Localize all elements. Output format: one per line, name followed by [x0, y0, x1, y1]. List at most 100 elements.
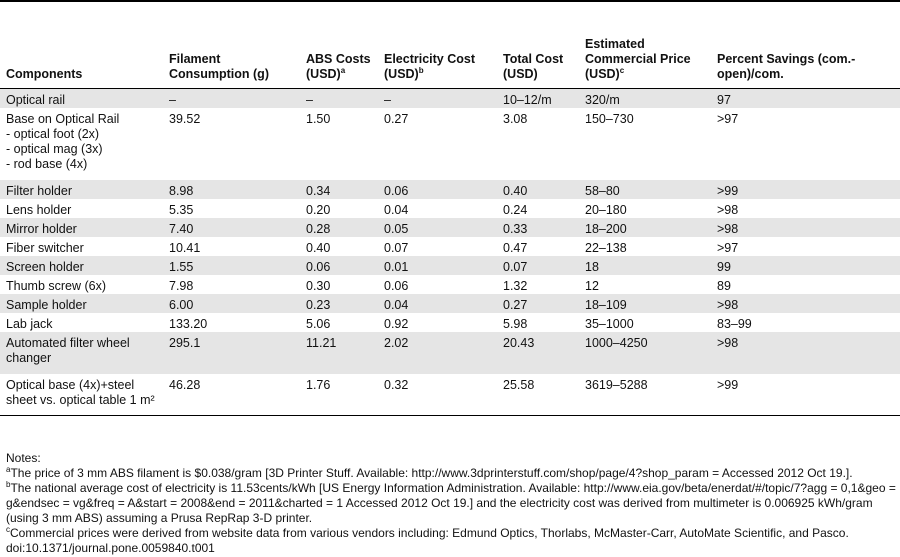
component-name: Screen holder	[6, 259, 84, 274]
electricity-cell: 0.04	[378, 293, 497, 313]
component-cell: Thumb screw (6x)	[0, 275, 163, 294]
notes-heading: Notes:	[6, 451, 41, 465]
component-name: Optical rail	[6, 92, 66, 107]
electricity-cell: 0.06	[384, 278, 409, 293]
electricity-cell: 0.27	[384, 111, 409, 126]
abs-cell: 0.28	[300, 217, 378, 237]
footnote-marker: a	[6, 465, 11, 474]
abs-cell: 0.20	[306, 202, 331, 217]
table-row: Screen holder 1.55 0.06 0.01 0.07 18 99	[0, 255, 900, 275]
column-header-label: Electricity Cost (USD)	[384, 51, 476, 81]
component-subitem: - optical foot (2x)	[6, 126, 100, 141]
total-cell: 0.47	[503, 240, 528, 255]
footnote-text: The price of 3 mm ABS filament is $0.038…	[10, 466, 853, 480]
component-name: Automated filter wheel changer	[6, 335, 130, 365]
abs-cell: 0.23	[300, 293, 378, 313]
abs-cell: 5.06	[306, 316, 331, 331]
table-row: Filter holder 8.98 0.34 0.06 0.40 58–80 >99	[0, 179, 900, 199]
table-body: Optical rail – – –10–12/m 320/m 97 Base on Opt…	[0, 88, 900, 416]
abs-cell: 0.30	[306, 278, 331, 293]
commercial-cell: 35–1000	[585, 316, 634, 331]
electricity-cell: 0.07	[384, 240, 409, 255]
abs-cell: 0.34	[300, 179, 378, 199]
savings-cell: >98	[711, 293, 900, 313]
filament-cell: 39.52	[169, 111, 201, 126]
component-cell: Lens holder	[0, 199, 163, 218]
abs-cell: 0.06	[300, 255, 378, 275]
total-cell: 3.08	[503, 111, 528, 126]
component-name: Lab jack	[6, 316, 53, 331]
savings-cell: >98	[711, 331, 900, 374]
commercial-cell: 20–180	[585, 202, 627, 217]
column-header: ABS Costs (USD)a	[300, 30, 378, 89]
savings-cell: >98	[717, 202, 739, 217]
savings-cell: >99	[711, 179, 900, 199]
electricity-cell: 0.01	[378, 255, 497, 275]
abs-cell: –	[300, 88, 378, 108]
component-cell: Optical rail	[0, 88, 163, 108]
commercial-cell: 320/m	[579, 88, 711, 108]
column-header: Filament Consumption (g)	[163, 30, 300, 89]
component-cell: Filter holder	[0, 179, 163, 199]
abs-cell: 1.76	[300, 373, 378, 416]
filament-cell: 295.1	[163, 331, 300, 374]
filament-cell: –	[163, 88, 300, 108]
total-cell: 0.24	[503, 202, 528, 217]
column-header: Total Cost (USD)	[497, 30, 579, 89]
column-header: Estimated Commercial Price (USD)c	[579, 30, 711, 89]
savings-cell: 97	[711, 88, 900, 108]
commercial-cell: 58–80	[579, 179, 711, 199]
commercial-cell: 1000–4250	[579, 331, 711, 374]
component-subitem: - rod base (4x)	[6, 156, 88, 171]
top-rule	[0, 0, 900, 2]
doi-text: doi:10.1371/journal.pone.0059840.t001	[6, 541, 215, 555]
column-header: Electricity Cost (USD)b	[378, 30, 497, 89]
table-row: Base on Optical Rail - optical foot (2x) -…	[0, 108, 900, 180]
abs-cell: 11.21	[300, 331, 378, 374]
component-cell: Optical base (4x)+steel sheet vs. optica…	[0, 373, 163, 416]
abs-cell: 1.50	[306, 111, 331, 126]
electricity-cell: 0.92	[384, 316, 409, 331]
total-cell: 5.98	[503, 316, 528, 331]
column-header-label: Total Cost (USD)	[503, 51, 564, 81]
component-cell: Lab jack	[0, 313, 163, 332]
footnote: cCommercial prices were derived from web…	[6, 526, 896, 541]
component-name: Optical base (4x)+steel sheet vs. optica…	[6, 377, 155, 407]
table-row: Fiber switcher 10.41 0.40 0.07 0.47 22–138 >97	[0, 237, 900, 256]
table-row: Thumb screw (6x) 7.98 0.30 0.06 1.32 12 89	[0, 275, 900, 294]
commercial-cell: 18	[579, 255, 711, 275]
footnote-marker: a	[340, 65, 346, 75]
savings-cell: >98	[711, 217, 900, 237]
commercial-cell: 18–109	[579, 293, 711, 313]
total-cell: 0.33	[497, 217, 579, 237]
footnote-marker: c	[6, 525, 10, 534]
footnote-marker: b	[6, 480, 11, 489]
electricity-cell: 2.02	[378, 331, 497, 374]
commercial-cell: 18–200	[579, 217, 711, 237]
component-name: Mirror holder	[6, 221, 77, 236]
component-cell: Fiber switcher	[0, 237, 163, 256]
filament-cell: 6.00	[163, 293, 300, 313]
total-cell: 1.32	[503, 278, 528, 293]
savings-cell: 99	[711, 255, 900, 275]
table-row: Lens holder 5.35 0.20 0.04 0.24 20–180 >98	[0, 199, 900, 218]
component-name: Base on Optical Rail	[6, 111, 120, 126]
footnote-text: Commercial prices were derived from webs…	[10, 526, 849, 540]
footnote-marker: b	[418, 65, 424, 75]
footnote: bThe national average cost of electricit…	[6, 481, 896, 526]
table-notes: Notes: aThe price of 3 mm ABS filament i…	[6, 451, 896, 556]
total-cell: 0.07	[497, 255, 579, 275]
filament-cell: 5.35	[169, 202, 194, 217]
component-cell: Base on Optical Rail - optical foot (2x) -…	[0, 108, 163, 180]
commercial-cell: 150–730	[585, 111, 634, 126]
component-cell: Sample holder	[0, 293, 163, 313]
footnote: aThe price of 3 mm ABS filament is $0.03…	[6, 466, 896, 481]
abs-cell: 0.40	[306, 240, 331, 255]
electricity-cell: 0.05	[378, 217, 497, 237]
component-name: Sample holder	[6, 297, 87, 312]
filament-cell: 46.28	[163, 373, 300, 416]
component-name: Fiber switcher	[6, 240, 84, 255]
filament-cell: 8.98	[163, 179, 300, 199]
component-name: Lens holder	[6, 202, 72, 217]
